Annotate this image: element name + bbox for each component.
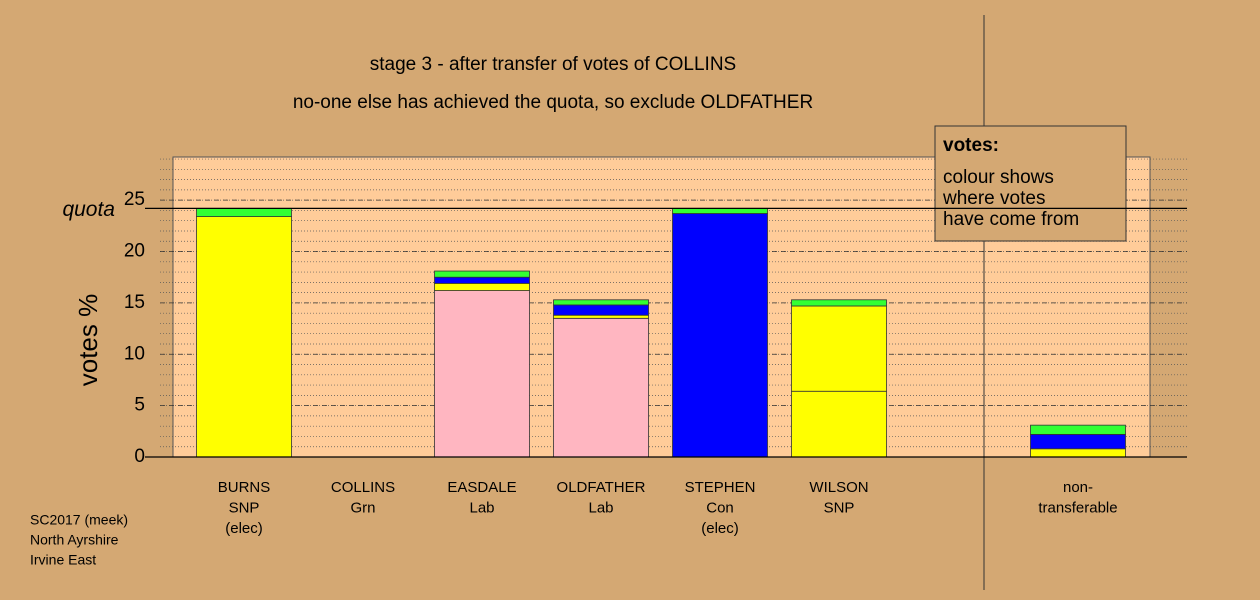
- legend-text: have come from: [943, 209, 1079, 230]
- bar-segment: [791, 299, 887, 307]
- y-tick-label: 5: [134, 395, 145, 416]
- legend-title: votes:: [943, 135, 999, 156]
- chart-title: stage 3 - after transfer of votes of COL…: [370, 54, 736, 75]
- footer-text: Irvine East: [30, 552, 96, 568]
- bar-segment: [791, 390, 887, 458]
- legend-text: colour shows: [943, 167, 1054, 188]
- bar-segment: [791, 305, 887, 392]
- bar-segment: [1030, 433, 1126, 450]
- x-tick-label: WILSON: [809, 479, 868, 496]
- x-tick-label: COLLINS: [331, 479, 395, 496]
- y-tick-label: 20: [124, 241, 145, 262]
- x-tick-label: BURNS: [218, 479, 271, 496]
- x-tick-label: Con: [706, 499, 734, 516]
- bar-segment: [553, 317, 649, 458]
- bar-segment: [1030, 448, 1126, 458]
- x-tick-label: (elec): [701, 520, 739, 537]
- quota-label: quota: [62, 198, 115, 221]
- chart-subtitle: no-one else has achieved the quota, so e…: [293, 92, 813, 113]
- x-tick-label: OLDFATHER: [557, 479, 646, 496]
- y-tick-label: 0: [134, 446, 145, 467]
- x-tick-label: STEPHEN: [685, 479, 756, 496]
- x-tick-label: Lab: [469, 499, 494, 516]
- bar-segment: [1030, 424, 1126, 435]
- bar-segment: [553, 314, 649, 319]
- x-tick-label: transferable: [1038, 499, 1117, 516]
- bar-segment: [553, 304, 649, 316]
- x-tick-label: EASDALE: [447, 479, 516, 496]
- bar-segment: [434, 282, 530, 291]
- y-tick-label: 15: [124, 292, 145, 313]
- bar-segment: [196, 216, 292, 458]
- x-tick-label: Lab: [588, 499, 613, 516]
- y-tick-label: 10: [124, 343, 145, 364]
- bar-segment: [434, 270, 530, 278]
- x-tick-label: SNP: [229, 499, 260, 516]
- bar-segment: [196, 207, 292, 217]
- bar-segment: [434, 290, 530, 458]
- bar-segment: [434, 276, 530, 284]
- legend-text: where votes: [942, 188, 1045, 209]
- x-tick-label: SNP: [824, 499, 855, 516]
- bar-segment: [553, 299, 649, 306]
- y-axis-label: votes %: [73, 294, 103, 387]
- footer-text: North Ayrshire: [30, 532, 119, 548]
- bar-segment: [672, 207, 768, 214]
- x-tick-label: non-: [1063, 479, 1093, 496]
- bar-segment: [672, 213, 768, 458]
- footer-text: SC2017 (meek): [30, 512, 128, 528]
- x-tick-label: (elec): [225, 520, 263, 537]
- legend-box: [934, 125, 1127, 242]
- bars: [196, 207, 1126, 458]
- x-tick-label: Grn: [350, 499, 375, 516]
- y-tick-label: 25: [124, 189, 145, 210]
